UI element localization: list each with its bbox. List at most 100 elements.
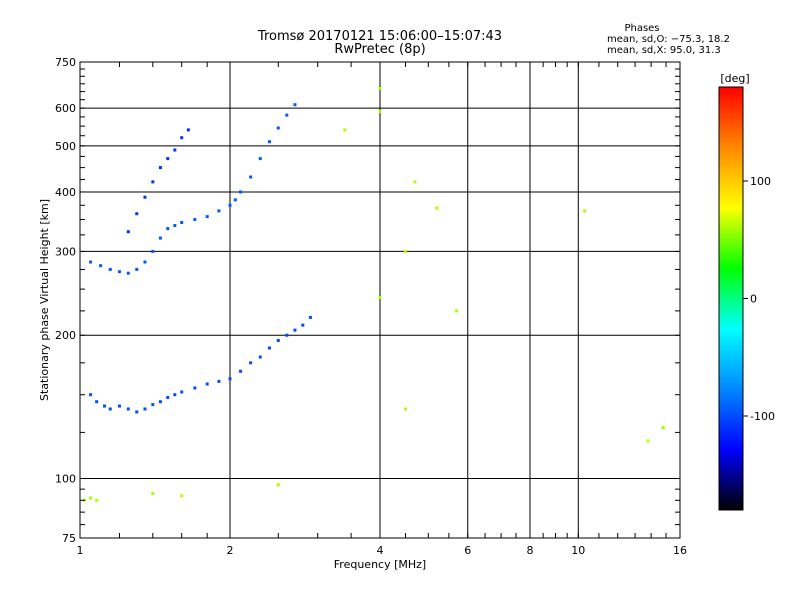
echo-point	[135, 267, 139, 271]
x-tick-label: 16	[673, 544, 687, 557]
echo-point	[228, 203, 232, 207]
x-tick-label: 1	[77, 544, 84, 557]
echo-point	[267, 140, 271, 144]
echo-point	[95, 498, 99, 502]
echo-point	[435, 206, 439, 210]
echo-point	[158, 236, 162, 240]
echo-point	[108, 267, 112, 271]
x-tick-label: 2	[227, 544, 234, 557]
echo-point	[285, 333, 289, 337]
y-tick-label: 75	[62, 532, 76, 545]
echo-point	[166, 227, 170, 231]
y-tick-label: 750	[55, 56, 76, 69]
colorbar-tick-label: -100	[750, 410, 775, 423]
echo-point	[135, 410, 139, 414]
grid-layer	[80, 62, 680, 538]
echo-point	[293, 328, 297, 332]
echo-point	[258, 355, 262, 359]
echo-point	[151, 492, 155, 496]
colorbar-tick-label: 100	[750, 175, 771, 188]
echo-point	[378, 296, 382, 300]
echo-point	[180, 221, 184, 225]
echo-point	[276, 483, 280, 487]
x-tick-label: 6	[464, 544, 471, 557]
echo-point	[276, 126, 280, 130]
echo-point	[180, 494, 184, 498]
echo-point	[233, 198, 237, 202]
echo-point	[166, 395, 170, 399]
chart-title: Tromsø 20170121 15:06:00–15:07:43	[257, 29, 502, 44]
echo-point	[173, 224, 177, 228]
echo-point	[249, 175, 253, 179]
echo-point	[173, 393, 177, 397]
colorbar-tick-label: 0	[750, 293, 757, 306]
echo-point	[89, 496, 93, 500]
echo-point	[186, 128, 190, 132]
x-tick-label: 10	[571, 544, 585, 557]
echo-point	[89, 260, 93, 264]
y-tick-label: 500	[55, 140, 76, 153]
echo-point	[217, 209, 221, 213]
echo-point	[158, 166, 162, 170]
echo-point	[151, 180, 155, 184]
echo-point	[158, 400, 162, 404]
stats-heading: Phases	[624, 23, 659, 34]
echo-point	[293, 103, 297, 107]
y-tick-label: 200	[55, 329, 76, 342]
echo-point	[126, 271, 130, 275]
echo-point	[180, 136, 184, 140]
echo-point	[239, 190, 243, 194]
echo-point	[413, 180, 417, 184]
echo-point	[166, 157, 170, 161]
echo-point	[193, 218, 197, 222]
echo-point	[308, 315, 312, 319]
echo-point	[378, 86, 382, 90]
echo-point	[583, 209, 587, 213]
echo-point	[205, 215, 209, 219]
echo-point	[180, 390, 184, 394]
x-axis-label: Frequency [MHz]	[334, 558, 426, 571]
echo-point	[143, 407, 147, 411]
echo-point	[143, 260, 147, 264]
echo-point	[173, 148, 177, 152]
echo-point	[151, 249, 155, 253]
echo-point	[95, 400, 99, 404]
y-tick-label: 400	[55, 186, 76, 199]
axes: 1 2 4 6 8 10 16 75 100 200 300 400 500 600 750	[55, 56, 687, 557]
x-tick-label: 8	[527, 544, 534, 557]
echo-point	[205, 382, 209, 386]
echo-point	[661, 425, 665, 429]
colorbar-label: [deg]	[720, 72, 749, 85]
echo-point	[403, 249, 407, 253]
echo-point	[343, 128, 347, 132]
echo-point	[99, 264, 103, 268]
echo-point	[258, 157, 262, 161]
echo-point	[217, 379, 221, 383]
echo-point	[228, 377, 232, 381]
colorbar	[718, 86, 744, 511]
echo-point	[276, 338, 280, 342]
echo-point	[89, 393, 93, 397]
echo-point	[103, 404, 107, 408]
echo-point	[117, 404, 121, 408]
echo-point	[403, 407, 407, 411]
y-tick-label: 100	[55, 473, 76, 486]
x-tick-label: 4	[377, 544, 384, 557]
echo-point	[301, 323, 305, 327]
echo-point	[151, 403, 155, 407]
echo-point	[267, 346, 271, 350]
echo-point	[126, 407, 130, 411]
echo-point	[646, 439, 650, 443]
stats-line-o: mean, sd,O: −75.3, 18.2	[607, 34, 730, 45]
echo-point	[135, 212, 139, 216]
echo-point	[239, 369, 243, 373]
echo-point	[143, 195, 147, 199]
colorbar-ticks: 100 0 -100	[743, 175, 775, 423]
echo-point	[378, 110, 382, 114]
y-axis-label: Stationary phase Virtual Height [km]	[38, 199, 51, 401]
echo-point	[117, 270, 121, 274]
echo-point	[285, 113, 289, 117]
y-tick-label: 600	[55, 102, 76, 115]
y-tick-label: 300	[55, 245, 76, 258]
